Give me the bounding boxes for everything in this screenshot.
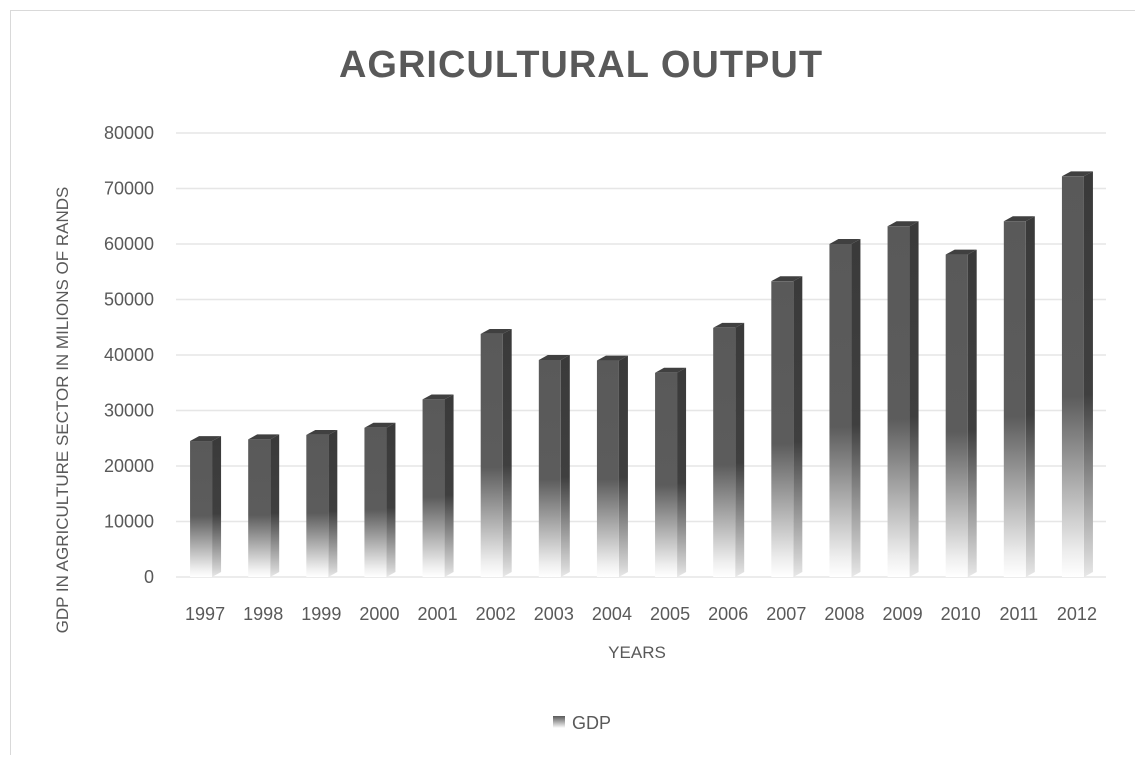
x-axis-title: YEARS (608, 643, 666, 662)
y-tick-label: 70000 (104, 179, 154, 199)
y-axis-ticks: 0 10000 20000 30000 40000 50000 60000 70000 8000… (104, 123, 154, 587)
y-tick-label: 60000 (104, 234, 154, 254)
bar-2000 (364, 423, 395, 577)
bar-front (306, 435, 328, 577)
bar-side (735, 323, 744, 577)
bar-front (655, 373, 677, 577)
bar-side (677, 368, 686, 577)
bar-front (1062, 176, 1084, 577)
x-tick-label: 2009 (883, 604, 923, 624)
y-tick-label: 50000 (104, 290, 154, 310)
bar-2006 (713, 323, 744, 577)
y-tick-label: 30000 (104, 401, 154, 421)
x-tick-label: 2000 (359, 604, 399, 624)
bar-side (503, 329, 512, 577)
bar-1999 (306, 430, 337, 577)
legend-swatch-gdp (553, 716, 565, 728)
bar-front (423, 399, 445, 577)
x-tick-label: 2001 (418, 604, 458, 624)
bar-side (328, 430, 337, 577)
x-tick-label: 2008 (824, 604, 864, 624)
x-tick-label: 2007 (766, 604, 806, 624)
bar-2007 (771, 276, 802, 577)
x-tick-label: 2005 (650, 604, 690, 624)
y-tick-label: 40000 (104, 345, 154, 365)
bar-side (212, 436, 221, 577)
y-tick-label: 20000 (104, 456, 154, 476)
bar-2009 (888, 221, 919, 577)
y-tick-label: 0 (144, 567, 154, 587)
x-tick-label: 2012 (1057, 604, 1097, 624)
bar-1997 (190, 436, 221, 577)
bar-side (910, 221, 919, 577)
x-tick-label: 2010 (941, 604, 981, 624)
x-tick-label: 2004 (592, 604, 632, 624)
x-tick-label: 1997 (185, 604, 225, 624)
bar-front (1004, 221, 1026, 577)
bar-side (851, 239, 860, 577)
bar-front (481, 334, 503, 577)
y-tick-label: 80000 (104, 123, 154, 143)
bar-2003 (539, 355, 570, 577)
x-axis-ticks: 1997 1998 1999 2000 2001 2002 2003 2004 2005 2006… (185, 604, 1097, 624)
bar-2011 (1004, 216, 1035, 577)
bar-2004 (597, 356, 628, 577)
y-axis-title: GDP IN AGRICULTURE SECTOR IN MILIONS OF … (53, 187, 72, 634)
legend-label-gdp: GDP (572, 713, 611, 733)
x-tick-label: 2006 (708, 604, 748, 624)
bar-front (771, 281, 793, 577)
bar-side (386, 423, 395, 577)
bar-front (364, 428, 386, 577)
bar-side (619, 356, 628, 577)
bar-front (713, 328, 735, 577)
bar-side (793, 276, 802, 577)
x-tick-label: 2002 (476, 604, 516, 624)
bar-front (190, 441, 212, 577)
bar-2012 (1062, 171, 1093, 577)
bar-side (445, 394, 454, 577)
legend: GDP (553, 713, 611, 733)
bar-front (829, 244, 851, 577)
bar-side (270, 434, 279, 577)
bar-front (597, 361, 619, 577)
y-tick-label: 10000 (104, 512, 154, 532)
bar-side (1084, 171, 1093, 577)
bar-side (968, 250, 977, 577)
bar-front (946, 255, 968, 577)
bar-2010 (946, 250, 977, 577)
bar-1998 (248, 434, 279, 577)
bar-2002 (481, 329, 512, 577)
bar-2008 (829, 239, 860, 577)
x-tick-label: 2003 (534, 604, 574, 624)
bar-2005 (655, 368, 686, 577)
bar-front (888, 226, 910, 577)
bar-side (1026, 216, 1035, 577)
chart-title: AGRICULTURAL OUTPUT (339, 44, 823, 86)
bar-front (539, 360, 561, 577)
x-tick-label: 1998 (243, 604, 283, 624)
bar-2001 (423, 394, 454, 577)
x-tick-label: 1999 (301, 604, 341, 624)
bars (190, 171, 1093, 577)
bar-side (561, 355, 570, 577)
x-tick-label: 2011 (999, 604, 1038, 624)
bar-front (248, 439, 270, 577)
